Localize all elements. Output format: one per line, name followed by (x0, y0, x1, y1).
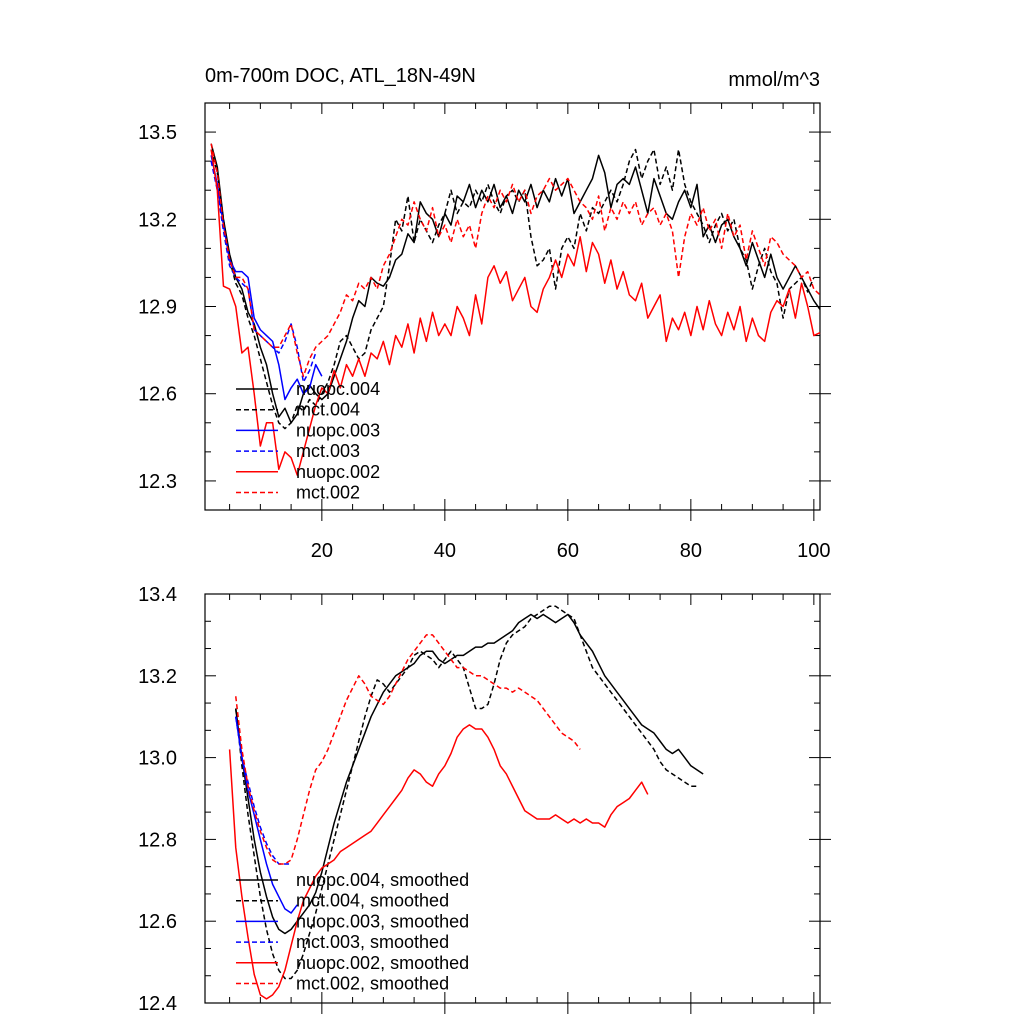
y-axis: 12.4 12.6 12.8 13.0 13.2 13.4 (138, 584, 831, 1015)
legend-label: mct.004, smoothed (296, 891, 449, 911)
x-tick-label: 60 (557, 540, 579, 562)
legend-label: nuopc.004, smoothed (296, 870, 469, 890)
series-line-mct-002-smoothed (235, 634, 581, 865)
y-tick-label: 12.9 (138, 297, 177, 319)
series-line-mct-003-smoothed (235, 716, 292, 865)
series-line-nuopc-003-smoothed (235, 716, 298, 914)
legend: nuopc.004mct.004nuopc.003mct.003nuopc.00… (236, 379, 380, 503)
plot-frame (204, 593, 821, 1004)
legend-label: nuopc.003, smoothed (296, 911, 469, 931)
x-axis (229, 594, 815, 1014)
series-line-nuopc-002 (210, 149, 821, 476)
legend-label: mct.004 (296, 400, 360, 420)
y-tick-label: 13.0 (138, 748, 177, 770)
y-tick-label: 13.4 (138, 584, 177, 606)
series-line-mct-004-smoothed (235, 605, 697, 980)
x-axis: 20 40 60 80 100 (229, 103, 831, 562)
series-line-mct-002 (210, 143, 821, 378)
series-line-mct-004 (210, 148, 815, 430)
y-tick-label: 12.3 (138, 471, 177, 493)
series-line-nuopc-002-smoothed (228, 724, 649, 1000)
legend-label: nuopc.003 (296, 420, 380, 440)
y-tick-label: 12.6 (138, 384, 177, 406)
x-tick-label: 40 (434, 540, 456, 562)
x-tick-label: 80 (680, 540, 702, 562)
bottom-panel-smoothed: 12.4 12.6 12.8 13.0 13.2 13.4 nuopc.004, smoot… (138, 584, 831, 1015)
y-tick-label: 13.2 (138, 666, 177, 688)
series-line-mct-003 (210, 160, 317, 383)
chart-title: 0m-700m DOC, ATL_18N-49N (205, 65, 476, 87)
y-tick-label: 13.5 (138, 122, 177, 144)
x-tick-label: 20 (311, 540, 333, 562)
legend-label: mct.002 (296, 483, 360, 503)
top-panel-raw: 20 40 60 80 100 12.3 12.6 12.9 13.2 13.5 nuopc.004… (138, 102, 831, 562)
chart-units: mmol/m^3 (728, 69, 820, 91)
y-tick-label: 12.6 (138, 911, 177, 933)
legend-label: mct.002, smoothed (296, 974, 449, 994)
y-axis: 12.3 12.6 12.9 13.2 13.5 (138, 102, 831, 511)
y-tick-label: 12.4 (138, 993, 177, 1015)
legend-label: nuopc.002, smoothed (296, 953, 469, 973)
legend-label: mct.003 (296, 441, 360, 461)
legend-label: nuopc.004 (296, 379, 380, 399)
y-tick-label: 12.8 (138, 829, 177, 851)
legend-label: mct.003, smoothed (296, 932, 449, 952)
x-tick-label: 100 (797, 540, 830, 562)
series-line-nuopc-004-smoothed (235, 613, 704, 935)
series-line-nuopc-003 (210, 155, 323, 401)
legend-label: nuopc.002 (296, 462, 380, 482)
y-tick-label: 13.2 (138, 209, 177, 231)
